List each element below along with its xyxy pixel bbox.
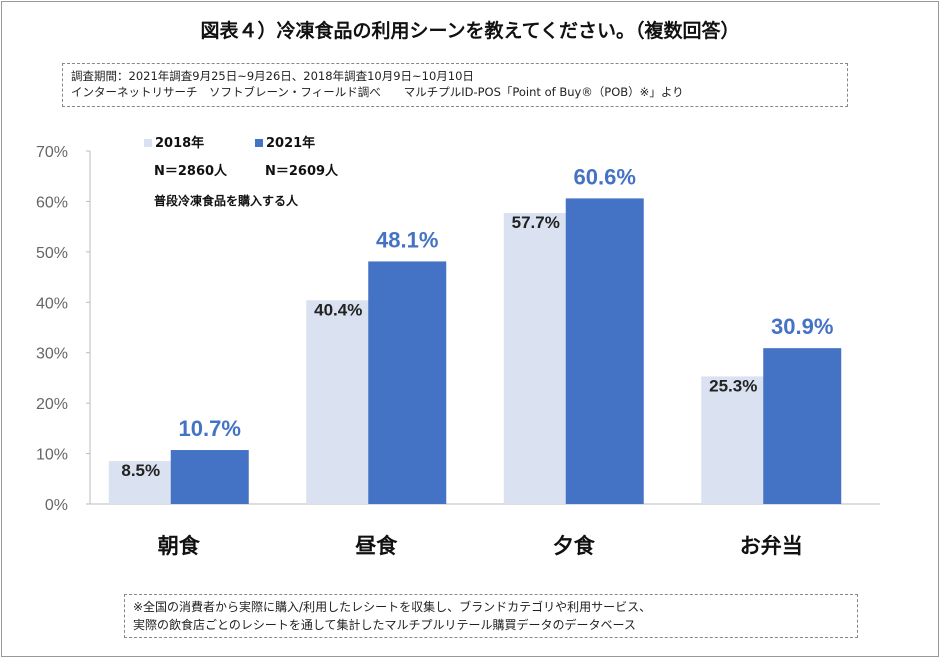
y-tick-label: 60% (36, 194, 68, 211)
bar-2021 (763, 348, 842, 504)
legend-swatch-2018 (144, 139, 152, 147)
data-label-2018: 8.5% (121, 461, 160, 480)
survey-source: インターネットリサーチ ソフトブレーン・フィールド調べ マルチプルID-POS「… (71, 85, 684, 99)
y-tick-label: 0% (45, 497, 68, 514)
bar-2021 (170, 450, 249, 504)
category-label: 朝食 (158, 534, 201, 558)
legend: 2018年 2021年 N＝2860人 N＝2609人 普段冷凍食品を購入する人 (124, 126, 374, 216)
survey-info: 調査期間：2021年調査9月25日~9月26日、2018年調査10月9日~10月… (62, 63, 848, 107)
y-tick-label: 20% (36, 396, 68, 413)
data-label-2018: 25.3% (709, 376, 757, 395)
legend-item-2018: 2018年 (144, 132, 204, 151)
legend-item-2021: 2021年 (255, 132, 315, 151)
data-label-2021: 10.7% (179, 416, 241, 441)
data-label-2018: 40.4% (314, 300, 362, 319)
category-label: 昼食 (355, 534, 398, 558)
category-label: 夕食 (553, 534, 596, 558)
legend-note: 普段冷凍食品を購入する人 (154, 194, 299, 208)
legend-n-2018: N＝2860人 (154, 164, 228, 179)
legend-swatch-2021 (255, 139, 263, 147)
footnote: ※全国の消費者から実際に購入/利用したレシートを収集し、ブランドカテゴリや利用サ… (124, 594, 858, 638)
footnote-line-1: ※全国の消費者から実際に購入/利用したレシートを収集し、ブランドカテゴリや利用サ… (133, 600, 652, 614)
data-label-2021: 30.9% (771, 314, 833, 339)
survey-period: 調査期間：2021年調査9月25日~9月26日、2018年調査10月9日~10月… (71, 69, 474, 83)
legend-n-2021: N＝2609人 (265, 164, 339, 179)
bar-2021 (565, 198, 644, 504)
y-tick-label: 40% (36, 295, 68, 312)
data-label-2021: 60.6% (574, 164, 636, 189)
bar-2021 (368, 261, 447, 504)
data-label-2021: 48.1% (376, 227, 438, 252)
legend-label-2021: 2021年 (266, 136, 316, 151)
y-tick-label: 50% (36, 245, 68, 262)
chart-title: 図表４）冷凍食品の利用シーンを教えてください。（複数回答） (200, 20, 740, 42)
y-tick-label: 30% (36, 346, 68, 363)
data-label-2018: 57.7% (512, 213, 560, 232)
category-label: お弁当 (740, 534, 803, 558)
legend-label-2018: 2018年 (155, 136, 205, 151)
y-tick-label: 70% (36, 144, 68, 161)
y-tick-label: 10% (36, 447, 68, 464)
footnote-line-2: 実際の飲食店ごとのレシートを通して集計したマルチプルリテール購買データのデータベ… (133, 618, 636, 632)
